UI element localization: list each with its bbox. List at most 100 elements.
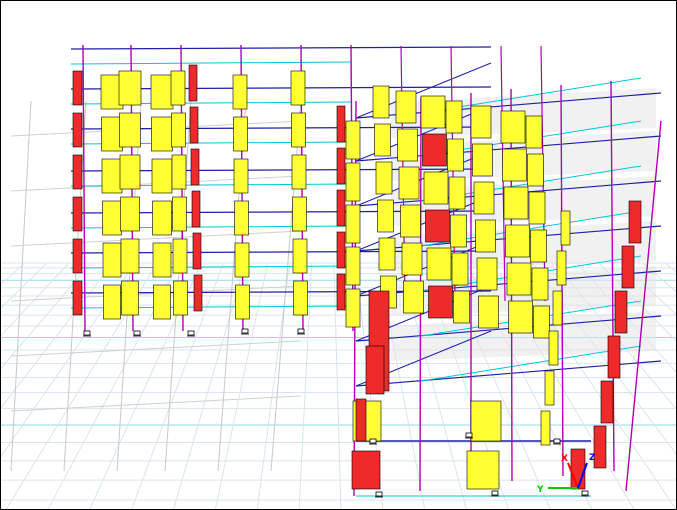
positive-force-diagram bbox=[445, 100, 463, 134]
lower-frame-column bbox=[10, 100, 32, 472]
positive-force-diagram bbox=[171, 112, 186, 148]
positive-force-diagram bbox=[153, 284, 171, 320]
ground-grid-line bbox=[173, 262, 246, 509]
negative-force-diagram bbox=[72, 238, 83, 274]
positive-force-diagram bbox=[152, 242, 172, 278]
support-symbol bbox=[133, 330, 141, 336]
lower-frame-beam bbox=[10, 395, 302, 412]
positive-force-diagram bbox=[448, 176, 466, 210]
positive-force-diagram bbox=[531, 267, 549, 301]
support-symbol bbox=[553, 438, 561, 444]
negative-force-diagram bbox=[72, 112, 83, 148]
negative-force-diagram bbox=[570, 448, 586, 490]
negative-force-diagram bbox=[188, 64, 198, 102]
negative-force-diagram bbox=[72, 154, 83, 190]
ground-grid-line bbox=[664, 262, 676, 273]
positive-force-diagram bbox=[473, 181, 495, 215]
positive-force-diagram bbox=[508, 300, 533, 334]
negative-force-diagram bbox=[72, 196, 83, 232]
floor-slab bbox=[391, 311, 656, 361]
negative-force-diagram bbox=[428, 285, 453, 319]
positive-force-diagram bbox=[472, 143, 493, 177]
support-symbol bbox=[187, 330, 195, 336]
positive-force-diagram bbox=[502, 148, 527, 182]
positive-force-diagram bbox=[103, 284, 121, 320]
negative-force-diagram bbox=[355, 398, 367, 442]
negative-force-diagram bbox=[365, 345, 385, 395]
z-axis-arrow bbox=[577, 462, 588, 489]
positive-force-diagram bbox=[447, 138, 464, 172]
negative-force-diagram bbox=[190, 148, 200, 186]
negative-force-diagram bbox=[72, 280, 83, 316]
x-axis-arrow bbox=[567, 462, 579, 489]
positive-force-diagram bbox=[378, 237, 396, 271]
positive-force-diagram bbox=[423, 171, 449, 205]
support-symbol bbox=[241, 328, 249, 334]
positive-force-diagram bbox=[506, 262, 532, 296]
positive-force-diagram bbox=[345, 204, 361, 244]
negative-force-diagram bbox=[621, 245, 635, 289]
negative-force-diagram bbox=[192, 232, 202, 270]
positive-force-diagram bbox=[476, 257, 498, 291]
positive-force-diagram bbox=[233, 158, 249, 194]
positive-force-diagram bbox=[121, 280, 139, 316]
positive-force-diagram bbox=[101, 158, 123, 194]
column bbox=[82, 44, 86, 332]
positive-force-diagram bbox=[528, 191, 546, 225]
ground-grid-line bbox=[1, 262, 114, 409]
negative-force-diagram bbox=[628, 200, 642, 244]
positive-force-diagram bbox=[401, 242, 423, 276]
story-beam bbox=[355, 195, 492, 252]
negative-force-diagram bbox=[422, 133, 447, 167]
positive-force-diagram bbox=[403, 280, 424, 314]
negative-force-diagram bbox=[72, 70, 83, 106]
positive-force-diagram bbox=[478, 295, 499, 329]
z-axis-label: Z bbox=[589, 453, 596, 463]
positive-force-diagram bbox=[420, 95, 446, 129]
negative-force-diagram bbox=[336, 189, 346, 227]
lower-frame-beam bbox=[10, 340, 302, 357]
positive-force-diagram bbox=[345, 162, 361, 202]
ground-grid-line bbox=[620, 262, 676, 316]
positive-force-diagram bbox=[291, 154, 307, 190]
positive-force-diagram bbox=[291, 112, 306, 148]
ground-grid-line bbox=[298, 262, 313, 509]
positive-force-diagram bbox=[451, 252, 469, 286]
story-beam bbox=[355, 240, 492, 297]
positive-force-diagram bbox=[540, 410, 551, 446]
positive-force-diagram bbox=[530, 229, 547, 263]
support-symbol bbox=[297, 328, 305, 334]
negative-force-diagram bbox=[189, 106, 199, 144]
positive-force-diagram bbox=[172, 196, 187, 232]
ground-grid-line bbox=[1, 262, 92, 369]
ground-grid-line bbox=[1, 262, 70, 337]
positive-force-diagram bbox=[527, 153, 544, 187]
positive-force-diagram bbox=[234, 200, 249, 236]
negative-force-diagram bbox=[600, 380, 614, 424]
positive-force-diagram bbox=[345, 120, 361, 160]
column bbox=[625, 120, 662, 492]
negative-force-diagram bbox=[336, 147, 346, 185]
positive-force-diagram bbox=[173, 280, 188, 316]
positive-force-diagram bbox=[150, 74, 174, 110]
negative-force-diagram bbox=[425, 209, 450, 243]
positive-force-diagram bbox=[372, 85, 390, 119]
positive-force-diagram bbox=[397, 128, 418, 162]
negative-force-diagram bbox=[191, 190, 201, 228]
positive-force-diagram bbox=[151, 116, 173, 152]
positive-force-diagram bbox=[345, 246, 361, 286]
support-symbol bbox=[465, 432, 473, 438]
positive-force-diagram bbox=[290, 70, 306, 106]
lower-frame-beam bbox=[10, 230, 302, 247]
force-diagrams bbox=[72, 64, 642, 490]
x-axis-label: X bbox=[561, 454, 568, 464]
positive-force-diagram bbox=[470, 105, 492, 139]
negative-force-diagram bbox=[336, 273, 346, 311]
positive-force-diagram bbox=[375, 161, 393, 195]
ground-grid-line bbox=[131, 262, 224, 509]
negative-force-diagram bbox=[614, 290, 628, 334]
positive-force-diagram bbox=[548, 330, 559, 366]
positive-force-diagram bbox=[552, 290, 563, 326]
